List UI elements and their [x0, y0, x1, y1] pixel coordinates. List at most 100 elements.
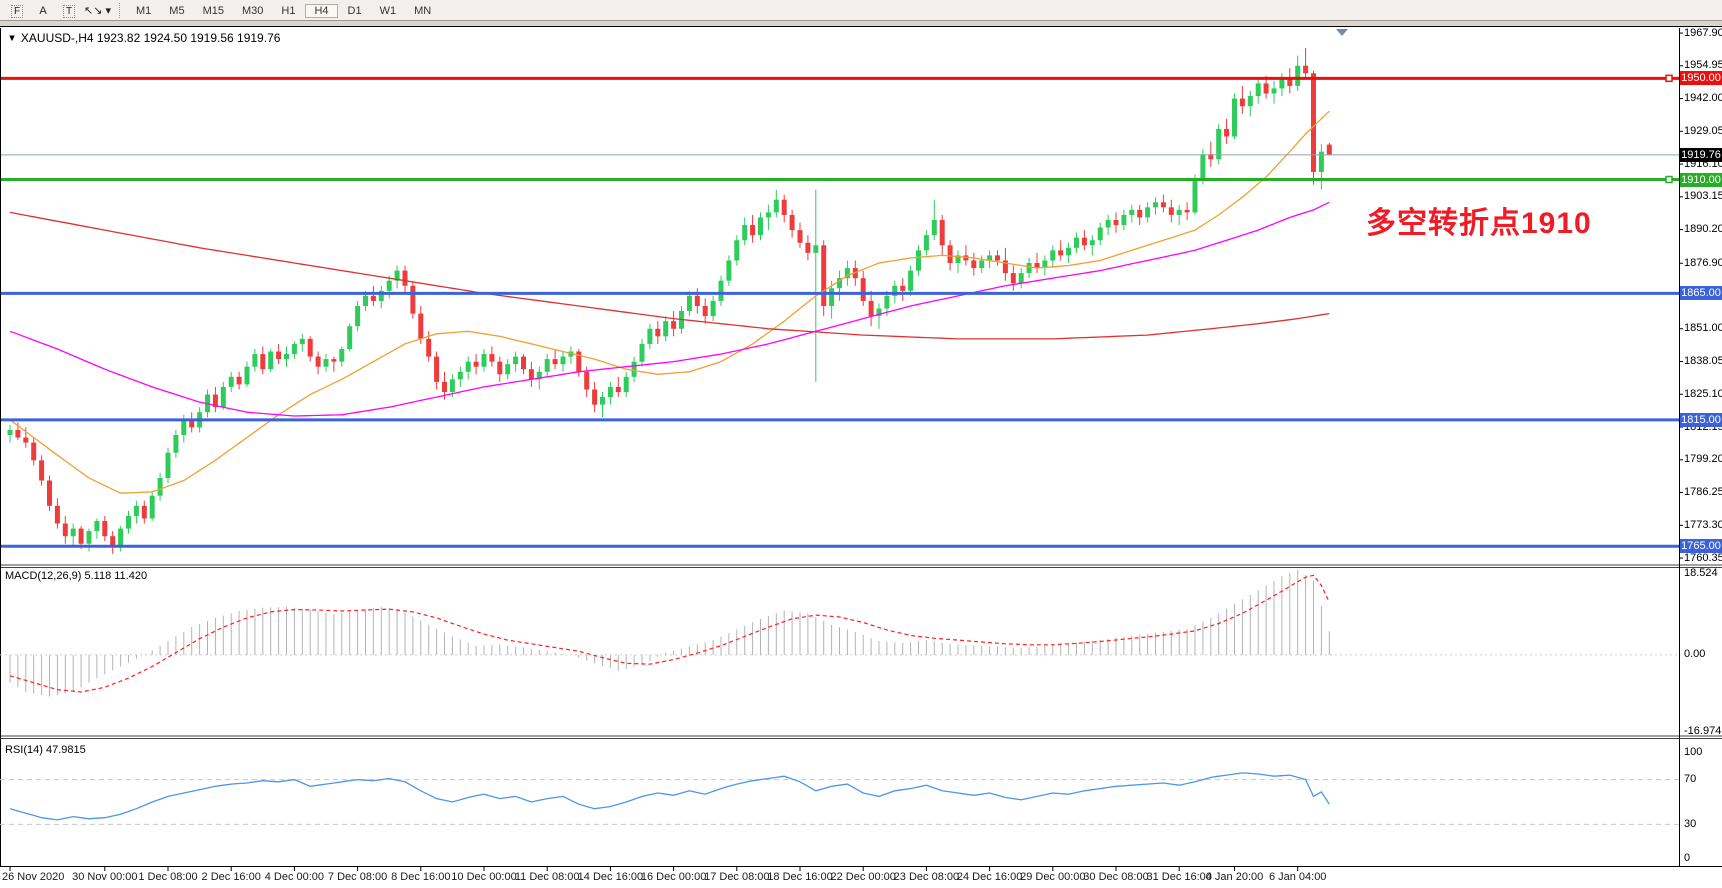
macd-axis-label: 18.524 [1684, 566, 1718, 579]
candle-body [939, 219, 945, 246]
candle-body [236, 376, 242, 385]
rsi-axis-label: 70 [1684, 773, 1697, 786]
candle-body [402, 270, 408, 286]
timeframe-button-m15[interactable]: M15 [202, 5, 224, 17]
level-price-badge-1815.00: 1815.00 [1680, 412, 1722, 427]
candle-body [1295, 65, 1301, 86]
candle-body [995, 255, 1000, 261]
candle-body [212, 394, 218, 408]
candle-body [291, 343, 297, 355]
scroll-position-marker-icon[interactable] [1336, 29, 1348, 36]
price-tick-label: 1967.90 [1684, 26, 1722, 39]
candle-body [363, 295, 368, 306]
candle-body [931, 219, 937, 236]
candle-body [947, 245, 953, 263]
price-tick-label: 1876.90 [1684, 256, 1722, 269]
time-tick-label: 6 Jan 04:00 [1268, 871, 1327, 883]
candle-body [1168, 207, 1174, 215]
candle-body [1121, 214, 1127, 226]
price-tick-label: 1799.20 [1684, 453, 1722, 466]
timeframe-button-h4[interactable]: H4 [305, 4, 338, 18]
candle-body [1050, 250, 1056, 261]
candle-body [829, 288, 835, 306]
candle-body [987, 255, 993, 261]
candle-body [1303, 65, 1309, 74]
level-price-badge-1765.00: 1765.00 [1680, 539, 1722, 554]
candle-body [837, 278, 842, 289]
price-tick-label: 1890.20 [1684, 223, 1722, 236]
candle-body [70, 528, 76, 537]
timeframe-button-w1[interactable]: W1 [379, 5, 397, 17]
candle-body [426, 338, 432, 357]
candle-body [876, 308, 882, 317]
candle-body [457, 371, 463, 380]
candle-body [1184, 209, 1190, 213]
candle-body [1224, 128, 1230, 137]
toolbar: F A T ↖↘ ▾ M1 M5 M15 M30 H1 H4 D1 W1 MN [0, 0, 1722, 21]
time-tick-label: 31 Dec 16:00 [1146, 871, 1212, 883]
level-price-badge-1910.00: 1910.00 [1680, 172, 1722, 187]
timeframe-button-m30[interactable]: M30 [241, 5, 264, 17]
price-tick-label: 1942.00 [1684, 92, 1722, 105]
candle-body [1311, 73, 1316, 172]
rsi-line [9, 772, 1330, 821]
candle-body [1263, 83, 1269, 94]
candle-body [1081, 237, 1087, 246]
rsi-axis-label: 30 [1684, 817, 1697, 830]
ma-mid-magenta-line [9, 201, 1330, 417]
candle-body [860, 278, 866, 301]
candle-body [884, 295, 890, 309]
ma-fast-orange-line [9, 110, 1330, 494]
timeframe-button-d1[interactable]: D1 [347, 5, 362, 17]
candle-body [1113, 219, 1119, 226]
candle-body [576, 351, 582, 372]
candle-body [639, 343, 645, 362]
candle-body [299, 338, 305, 344]
candle-body [1018, 273, 1024, 284]
time-tick-label: 17 Dec 08:00 [704, 871, 770, 883]
candle-body [844, 268, 850, 279]
candle-body [410, 285, 416, 314]
time-tick-label: 22 Dec 00:00 [830, 871, 896, 883]
hline-handle-1950.00[interactable] [1665, 74, 1673, 83]
toolbar-separator [119, 2, 121, 18]
candle-body [1255, 83, 1261, 97]
timeframe-button-m5[interactable]: M5 [169, 5, 185, 17]
candle-body [505, 364, 511, 375]
time-tick-label: 4 Jan 20:00 [1205, 871, 1264, 883]
timeframe-button-mn[interactable]: MN [414, 5, 432, 17]
candle-body [1176, 209, 1182, 215]
text-annotation[interactable]: 多空转折点1910 [1366, 207, 1592, 240]
candle-body [78, 528, 84, 544]
candle-body [473, 361, 479, 367]
candle-body [339, 348, 345, 362]
candle-body [323, 359, 329, 367]
candle-body [62, 523, 68, 537]
candle-body [39, 460, 45, 481]
candle-body [623, 376, 629, 392]
candle-body [1010, 273, 1016, 284]
candle-body [536, 371, 542, 380]
candle-body [260, 354, 266, 370]
candle-body [481, 354, 487, 367]
candle-body [1318, 151, 1324, 172]
timeframe-button-h1[interactable]: H1 [281, 5, 296, 17]
chart-symbol-title: ▼ XAUUSD-,H4 1923.82 1924.50 1919.56 1919… [6, 31, 280, 45]
candle-body [149, 495, 155, 519]
collapse-indicator-icon[interactable]: ▼ [7, 32, 17, 44]
candle-body [734, 240, 740, 261]
candle-body [126, 515, 131, 529]
candle-body [1192, 179, 1198, 213]
candle-body [789, 214, 795, 231]
candle-body [378, 290, 384, 301]
price-tick-label: 1851.00 [1684, 322, 1722, 335]
candle-body [442, 381, 447, 392]
candle-body [355, 305, 361, 327]
timeframe-button-m1[interactable]: M1 [136, 5, 152, 17]
hline-handle-1910.00[interactable] [1665, 175, 1673, 184]
time-tick-label: 16 Dec 00:00 [640, 871, 707, 883]
candle-body [560, 356, 566, 365]
candle-body [686, 295, 692, 312]
